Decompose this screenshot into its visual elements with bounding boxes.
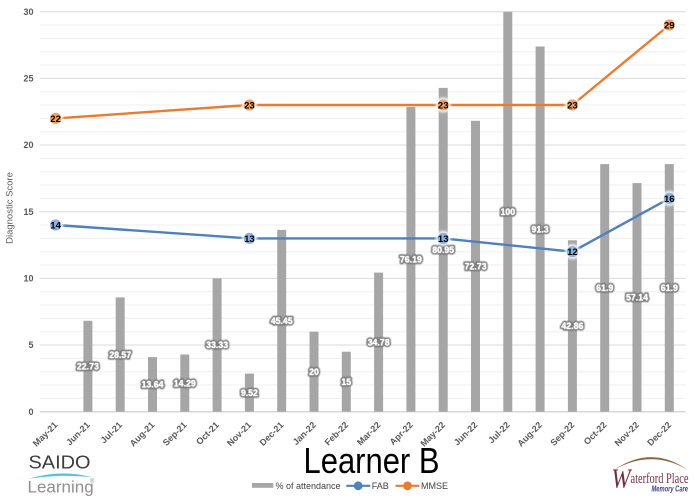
svg-text:12: 12: [567, 247, 578, 258]
svg-text:5: 5: [28, 340, 33, 350]
svg-text:20: 20: [309, 367, 319, 377]
svg-text:Learning: Learning: [28, 478, 94, 497]
svg-text:MMSE: MMSE: [421, 481, 448, 491]
svg-text:15: 15: [341, 377, 351, 387]
svg-text:14: 14: [50, 220, 61, 231]
svg-text:15: 15: [23, 207, 33, 217]
svg-text:13.64: 13.64: [141, 380, 163, 390]
svg-text:76.19: 76.19: [400, 255, 422, 265]
svg-text:SAIDO: SAIDO: [29, 452, 91, 473]
svg-text:91.3: 91.3: [532, 224, 549, 234]
svg-text:100: 100: [500, 207, 515, 217]
svg-text:Memory Care: Memory Care: [652, 484, 689, 494]
svg-text:22: 22: [50, 114, 61, 125]
svg-text:20: 20: [309, 367, 319, 377]
svg-text:45.45: 45.45: [271, 316, 293, 326]
svg-text:9.52: 9.52: [241, 388, 258, 398]
svg-text:FAB: FAB: [372, 481, 389, 491]
svg-text:57.14: 57.14: [626, 293, 648, 303]
svg-text:45.45: 45.45: [271, 316, 293, 326]
svg-text:34.78: 34.78: [368, 337, 390, 347]
svg-text:22.73: 22.73: [77, 361, 99, 371]
svg-text:57.14: 57.14: [626, 293, 648, 303]
svg-text:34.78: 34.78: [368, 337, 390, 347]
svg-text:Learner B: Learner B: [304, 440, 440, 481]
svg-text:61.9: 61.9: [596, 283, 613, 293]
svg-text:W: W: [612, 464, 633, 494]
svg-text:®: ®: [90, 478, 95, 485]
svg-text:61.9: 61.9: [596, 283, 613, 293]
svg-text:80.95: 80.95: [432, 245, 454, 255]
svg-text:61.9: 61.9: [661, 283, 678, 293]
svg-text:aterford Place: aterford Place: [631, 471, 689, 487]
svg-text:23: 23: [438, 100, 449, 111]
svg-text:100: 100: [500, 207, 515, 217]
svg-text:33.33: 33.33: [206, 340, 228, 350]
svg-text:28.57: 28.57: [109, 350, 131, 360]
svg-text:42.86: 42.86: [561, 321, 583, 331]
svg-text:9.52: 9.52: [241, 388, 258, 398]
svg-text:80.95: 80.95: [432, 245, 454, 255]
svg-text:25: 25: [23, 74, 33, 84]
svg-text:13: 13: [244, 234, 255, 245]
svg-text:23: 23: [567, 100, 578, 111]
svg-text:28.57: 28.57: [109, 350, 131, 360]
svg-text:20: 20: [23, 140, 33, 150]
svg-text:91.3: 91.3: [532, 224, 549, 234]
svg-text:16: 16: [664, 194, 675, 205]
svg-text:13.64: 13.64: [141, 380, 163, 390]
svg-text:0: 0: [28, 407, 33, 417]
svg-text:72.73: 72.73: [464, 261, 486, 271]
svg-text:23: 23: [244, 100, 255, 111]
svg-text:Diagnostic Score: Diagnostic Score: [5, 172, 16, 244]
svg-text:13: 13: [438, 234, 449, 245]
svg-text:72.73: 72.73: [464, 261, 486, 271]
svg-text:30: 30: [23, 7, 33, 17]
svg-text:33.33: 33.33: [206, 340, 228, 350]
svg-text:29: 29: [664, 20, 675, 31]
svg-text:14.29: 14.29: [174, 378, 196, 388]
svg-text:61.9: 61.9: [661, 283, 678, 293]
svg-text:10: 10: [23, 274, 33, 284]
svg-text:76.19: 76.19: [400, 255, 422, 265]
svg-text:22.73: 22.73: [77, 361, 99, 371]
svg-text:15: 15: [341, 377, 351, 387]
svg-text:42.86: 42.86: [561, 321, 583, 331]
svg-text:14.29: 14.29: [174, 378, 196, 388]
svg-text:% of attendance: % of attendance: [276, 481, 341, 491]
